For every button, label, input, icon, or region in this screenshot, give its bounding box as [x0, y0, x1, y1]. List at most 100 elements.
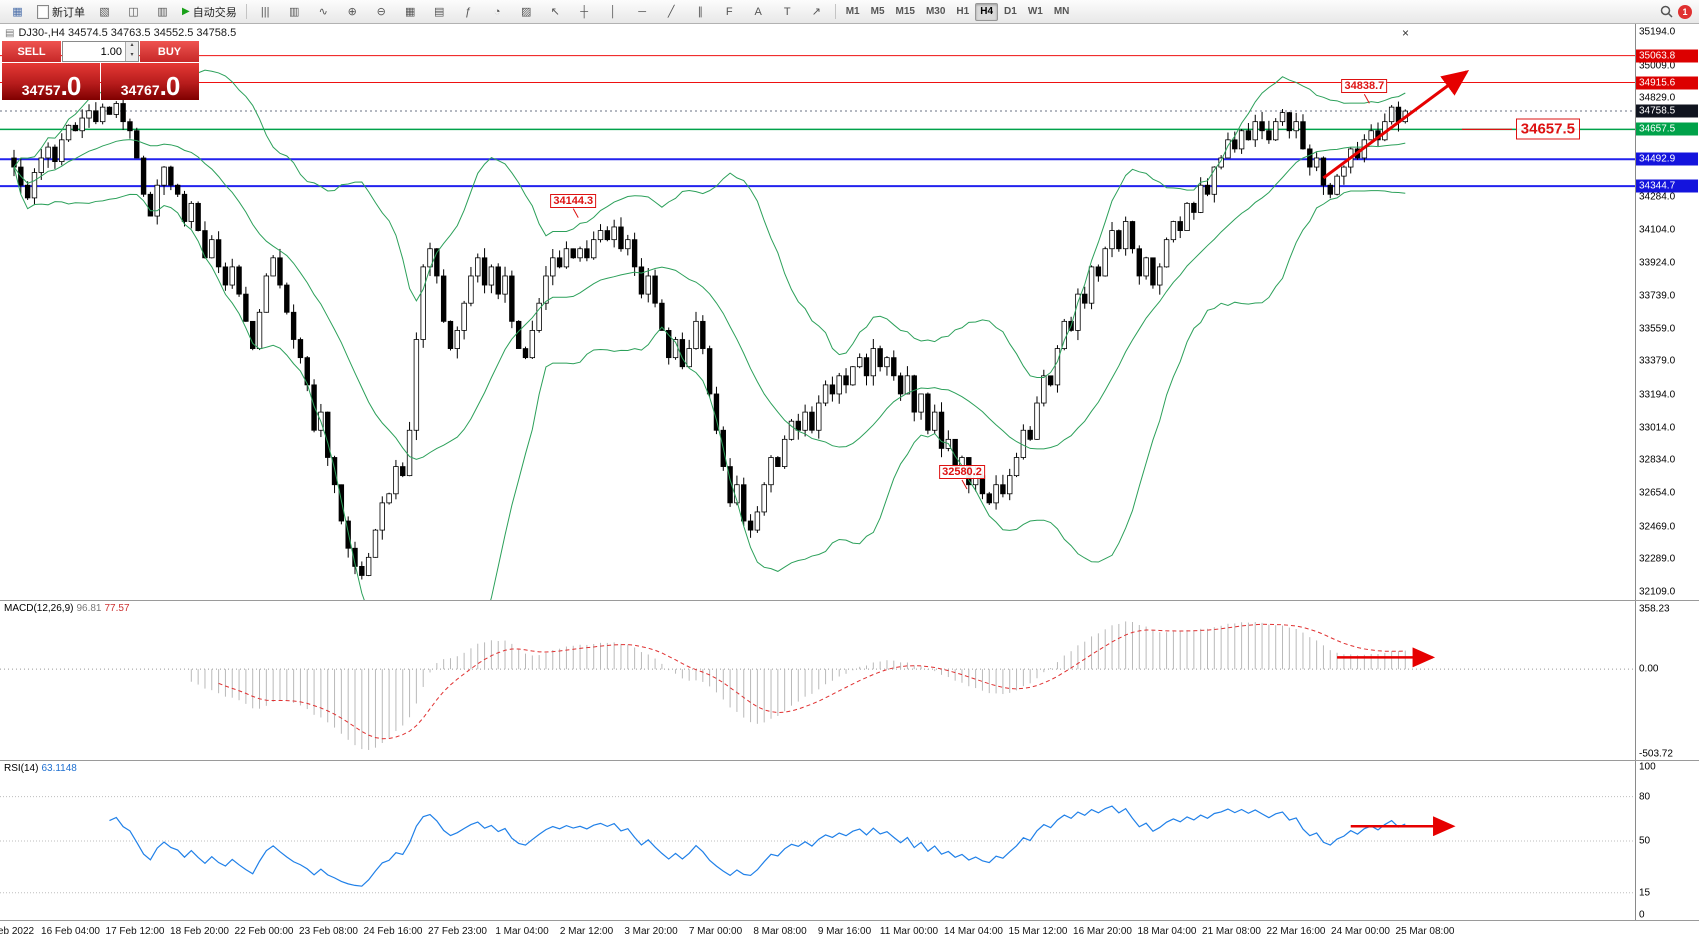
- macd-plot[interactable]: MACD(12,26,9) 96.81 77.57: [0, 601, 1635, 760]
- horizontal-line-icon[interactable]: ─: [638, 5, 647, 18]
- timeframe-w1[interactable]: W1: [1023, 3, 1048, 21]
- chart-header: ▤ DJ30-,H4 34574.5 34763.5 34552.5 34758…: [5, 27, 236, 39]
- add-indicator-icon[interactable]: ƒ: [465, 5, 472, 18]
- time-label: 18 Mar 04:00: [1137, 926, 1197, 937]
- bar-chart-icon[interactable]: |||: [260, 5, 270, 18]
- candlestick-chart-icon[interactable]: ▥: [289, 6, 300, 18]
- notification-badge[interactable]: 1: [1678, 4, 1692, 19]
- fibonacci-icon[interactable]: F: [725, 5, 733, 18]
- toolbar-right: 1: [1660, 4, 1695, 19]
- profiles-icon[interactable]: ◫: [128, 6, 139, 18]
- time-axis[interactable]: 15 Feb 2022 16 Feb 04:00 17 Feb 12:00 18 Fe…: [0, 920, 1699, 945]
- timeframe-mn[interactable]: MN: [1049, 3, 1075, 21]
- charts-icon[interactable]: ▦: [12, 6, 23, 18]
- cursor-icon[interactable]: ↖: [550, 6, 560, 18]
- volume-stepper[interactable]: ▴ ▾: [125, 42, 138, 61]
- volume-value[interactable]: 1.00: [100, 45, 122, 58]
- chart-icon: ▤: [5, 27, 15, 39]
- sell-button[interactable]: SELL: [2, 41, 61, 62]
- main-chart-plot[interactable]: ▤ DJ30-,H4 34574.5 34763.5 34552.5 34758…: [0, 24, 1635, 600]
- time-label: 18 Feb 20:00: [170, 926, 229, 937]
- time-label: 23 Feb 08:00: [299, 926, 358, 937]
- rsi-panel: RSI(14) 63.1148 100 80 50 15 0: [0, 760, 1699, 920]
- chart-header-text: DJ30-,H4 34574.5 34763.5 34552.5 34758.5: [18, 27, 237, 39]
- close-icon[interactable]: ×: [1402, 26, 1410, 40]
- stepper-up-icon[interactable]: ▴: [126, 42, 138, 52]
- data-window-icon[interactable]: ▥: [157, 6, 168, 18]
- timeframe-m5[interactable]: M5: [866, 3, 890, 21]
- macd-label: MACD(12,26,9) 96.81 77.57: [4, 603, 130, 614]
- price-tick: 33739.0: [1639, 290, 1676, 302]
- text-icon[interactable]: A: [754, 5, 762, 18]
- price-label: 34758.5: [1636, 104, 1698, 118]
- macd-value-1: 96.81: [76, 603, 102, 614]
- timeframe-m1[interactable]: M1: [841, 3, 865, 21]
- rsi-name: RSI(14): [4, 763, 39, 774]
- time-label: 25 Mar 08:00: [1395, 926, 1455, 937]
- zoom-out-icon[interactable]: ⊖: [376, 6, 386, 18]
- price-label: 34344.7: [1636, 179, 1698, 193]
- rsi-tick: 100: [1639, 761, 1656, 773]
- price-tick: 33194.0: [1639, 389, 1676, 401]
- price-tick: 33379.0: [1639, 355, 1676, 367]
- price-label: 34915.6: [1636, 76, 1698, 90]
- auto-arrange-icon[interactable]: ▤: [434, 6, 445, 18]
- rsi-tick: 15: [1639, 887, 1651, 899]
- periods-icon[interactable]: ◔: [493, 5, 501, 18]
- timeframe-h4[interactable]: H4: [975, 2, 999, 21]
- macd-value-2: 77.57: [104, 603, 130, 614]
- arrows-icon[interactable]: ↗: [811, 6, 821, 18]
- candlestick-chart[interactable]: [0, 24, 1635, 600]
- price-tick: 34284.0: [1639, 191, 1676, 203]
- time-label: 11 Mar 00:00: [879, 926, 939, 937]
- price-tick: 32834.0: [1639, 454, 1676, 466]
- buy-button[interactable]: BUY: [140, 41, 199, 62]
- timeframe-m30[interactable]: M30: [921, 3, 950, 21]
- trendline-icon[interactable]: ╱: [667, 6, 675, 18]
- price-axis[interactable]: 35194.0 35009.0 34829.0 34284.0 34104.0 33924…: [1635, 24, 1699, 600]
- rsi-axis[interactable]: 100 80 50 15 0: [1635, 761, 1699, 920]
- buy-price-main: 34767: [120, 82, 160, 98]
- rsi-tick: 80: [1639, 791, 1651, 803]
- volume-input[interactable]: 1.00 ▴ ▾: [62, 41, 139, 62]
- stepper-down-icon[interactable]: ▾: [126, 51, 138, 61]
- rsi-chart[interactable]: [0, 761, 1635, 920]
- time-label: 8 Mar 08:00: [753, 926, 807, 937]
- zoom-in-icon[interactable]: ⊕: [347, 6, 357, 18]
- time-label: 3 Mar 20:00: [624, 926, 678, 937]
- new-chart-icon[interactable]: ▧: [99, 6, 110, 18]
- price-tick: 34104.0: [1639, 224, 1676, 236]
- crosshair-icon[interactable]: ┼: [580, 5, 589, 18]
- vertical-line-icon[interactable]: │: [609, 5, 617, 18]
- price-annotation[interactable]: 34838.7: [1341, 79, 1388, 94]
- price-annotation[interactable]: 34144.3: [550, 193, 597, 208]
- timeframe-h1[interactable]: H1: [951, 3, 974, 21]
- macd-tick: 358.23: [1639, 603, 1670, 615]
- price-tick: 32109.0: [1639, 586, 1676, 598]
- time-label: 16 Mar 20:00: [1073, 926, 1132, 937]
- search-icon[interactable]: [1660, 5, 1673, 18]
- macd-chart[interactable]: [0, 601, 1635, 760]
- rsi-plot[interactable]: RSI(14) 63.1148: [0, 761, 1635, 920]
- time-label: 22 Feb 00:00: [234, 926, 294, 937]
- time-label: 7 Mar 00:00: [688, 926, 743, 937]
- price-annotation[interactable]: 32580.2: [939, 465, 985, 479]
- time-label: 22 Mar 16:00: [1266, 926, 1326, 937]
- auto-trading-button[interactable]: ▶ 自动交易: [178, 2, 241, 21]
- time-label: 21 Mar 08:00: [1202, 926, 1261, 937]
- new-order-button[interactable]: 新订单: [33, 2, 89, 21]
- price-tick: 33014.0: [1639, 422, 1676, 434]
- buy-price[interactable]: 34767.0: [101, 63, 199, 100]
- time-label: 16 Feb 04:00: [41, 926, 100, 937]
- text-label-icon[interactable]: T: [783, 5, 791, 18]
- sell-price-pips: .0: [60, 71, 82, 102]
- tile-windows-icon[interactable]: ▦: [405, 6, 416, 18]
- timeframe-d1[interactable]: D1: [999, 3, 1022, 21]
- channel-icon[interactable]: ∥: [697, 6, 703, 18]
- line-chart-icon[interactable]: ∿: [318, 6, 328, 18]
- timeframe-m15[interactable]: M15: [891, 3, 920, 21]
- price-annotation[interactable]: 34657.5: [1515, 118, 1580, 140]
- templates-icon[interactable]: ▨: [521, 6, 532, 18]
- macd-axis[interactable]: 358.23 0.00 -503.72: [1635, 601, 1699, 760]
- sell-price[interactable]: 34757.0: [2, 63, 100, 100]
